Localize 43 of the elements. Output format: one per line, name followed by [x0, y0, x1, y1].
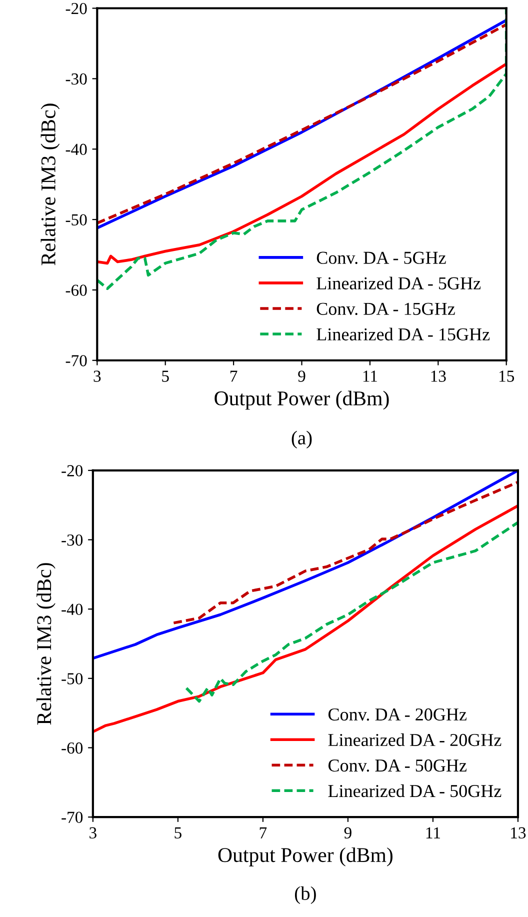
x-tick-label: 3	[90, 827, 96, 838]
y-tick-label: -70	[62, 812, 83, 823]
text: (a)	[292, 430, 312, 448]
x-axis-title: Output Power (dBm)	[214, 390, 389, 410]
x-axis-title: Output Power (dBm)	[218, 847, 392, 866]
y-axis-title: Relative IM3 (dBc)	[40, 104, 60, 266]
line-series	[185, 521, 518, 703]
y-tick-label: -50	[62, 673, 83, 684]
x-tick-label: 15	[499, 370, 514, 382]
y-tick-label: -60	[62, 742, 83, 754]
legend-label: Linearized DA - 20GHz	[328, 733, 502, 746]
x-tick-label: 5	[174, 827, 182, 838]
x-tick-label: 13	[431, 370, 446, 382]
line-series	[172, 480, 518, 624]
y-tick-label: -20	[62, 465, 83, 476]
x-tick-label: 11	[426, 827, 440, 838]
legend-label: Conv. DA - 5GHz	[316, 252, 446, 264]
x-tick-label: 13	[511, 827, 526, 838]
legend-label: Linearized DA - 50GHz	[328, 784, 502, 798]
line-series	[92, 504, 518, 734]
legend-label: Conv. DA - 20GHz	[328, 708, 466, 721]
y-tick-label: -60	[66, 284, 87, 296]
y-tick-label: -40	[66, 144, 87, 156]
x-tick-label: 7	[230, 370, 238, 382]
legend-label: Conv. DA - 15GHz	[316, 302, 455, 316]
y-tick-label: -50	[66, 214, 87, 226]
x-tick-label: 11	[363, 370, 377, 382]
x-tick-label: 9	[298, 370, 306, 382]
y-tick-label: -20	[66, 2, 87, 14]
legend-label: Linearized DA - 15GHz	[316, 328, 490, 340]
x-tick-label: 3	[94, 370, 101, 382]
line-series	[97, 62, 506, 265]
text: (b)	[294, 886, 316, 904]
legend-label: Conv. DA - 50GHz	[328, 759, 466, 772]
legend-label: Linearized DA - 5GHz	[316, 276, 481, 290]
x-tick-label: 9	[344, 827, 352, 838]
y-tick-label: -30	[62, 534, 83, 546]
x-tick-label: 7	[260, 827, 267, 838]
y-axis-title: Relative IM3 (dBc)	[36, 563, 56, 725]
x-tick-label: 5	[162, 370, 169, 382]
y-tick-label: -40	[62, 604, 83, 616]
y-tick-label: -70	[66, 355, 87, 366]
y-tick-label: -30	[66, 73, 87, 85]
